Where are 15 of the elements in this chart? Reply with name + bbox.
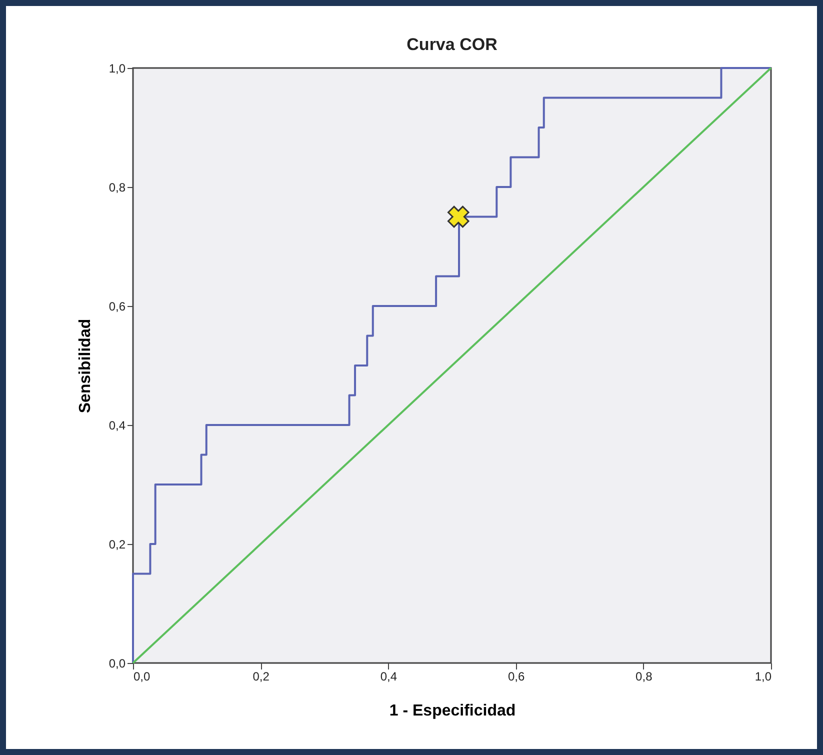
x-tick-label: 0,6 <box>508 670 525 684</box>
chart-title: Curva COR <box>406 35 498 54</box>
x-tick-label: 0,4 <box>380 670 398 684</box>
y-tick-label: 0,6 <box>108 300 126 314</box>
x-tick-label: 0,0 <box>134 670 151 684</box>
y-tick-label: 0,2 <box>108 538 126 552</box>
y-tick-label: 0,8 <box>108 180 126 194</box>
x-tick-label: 1,0 <box>754 670 772 684</box>
x-tick-label: 0,2 <box>252 670 270 684</box>
y-tick-label: 1,0 <box>108 62 126 76</box>
y-axis-title: Sensibilidad <box>76 318 94 414</box>
x-axis-title: 1 - Especificidad <box>389 702 516 720</box>
y-tick-label: 0,0 <box>108 656 126 670</box>
x-tick-label: 0,8 <box>636 670 653 684</box>
y-tick-label: 0,4 <box>108 418 126 432</box>
